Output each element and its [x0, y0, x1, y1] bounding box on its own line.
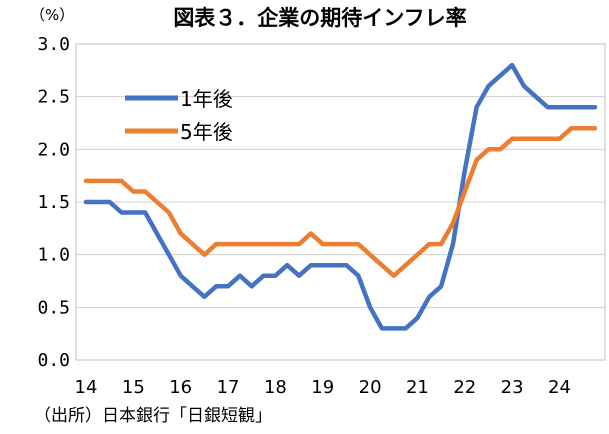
source-note: （出所）日本銀行「日銀短観」 — [34, 406, 272, 426]
x-axis-tick-labels: 14 15 16 17 18 19 20 21 22 23 24 — [75, 377, 571, 398]
x-tick-label: 22 — [453, 377, 476, 398]
y-tick-label: 0.0 — [37, 350, 70, 371]
y-tick-label: 1.5 — [37, 192, 70, 213]
x-tick-label: 15 — [122, 377, 145, 398]
legend-label-1: 1年後 — [180, 87, 233, 111]
series-line-1 — [83, 62, 598, 331]
legend-label-2: 5年後 — [180, 120, 233, 144]
x-tick-label: 17 — [217, 377, 240, 398]
x-tick-label: 18 — [264, 377, 287, 398]
y-axis-unit-label: （%） — [30, 6, 74, 24]
chart-title: 図表３．企業の期待インフレ率 — [173, 6, 466, 30]
y-tick-label: 1.0 — [37, 245, 70, 266]
x-tick-label: 23 — [501, 377, 524, 398]
y-tick-label: 0.5 — [37, 297, 70, 318]
plot-area-frame — [75, 43, 606, 361]
x-tick-label: 14 — [75, 377, 98, 398]
y-tick-label: 3.0 — [37, 34, 70, 55]
data-series — [83, 62, 598, 331]
x-tick-label: 19 — [311, 377, 334, 398]
x-tick-label: 20 — [359, 377, 382, 398]
series-line-2 — [83, 126, 598, 278]
x-tick-label: 16 — [169, 377, 192, 398]
x-tick-label: 24 — [548, 377, 571, 398]
x-tick-label: 21 — [406, 377, 429, 398]
y-axis-tick-labels: 0.0 0.5 1.0 1.5 2.0 2.5 3.0 — [37, 34, 70, 371]
y-tick-label: 2.5 — [37, 87, 70, 108]
y-tick-label: 2.0 — [37, 139, 70, 160]
